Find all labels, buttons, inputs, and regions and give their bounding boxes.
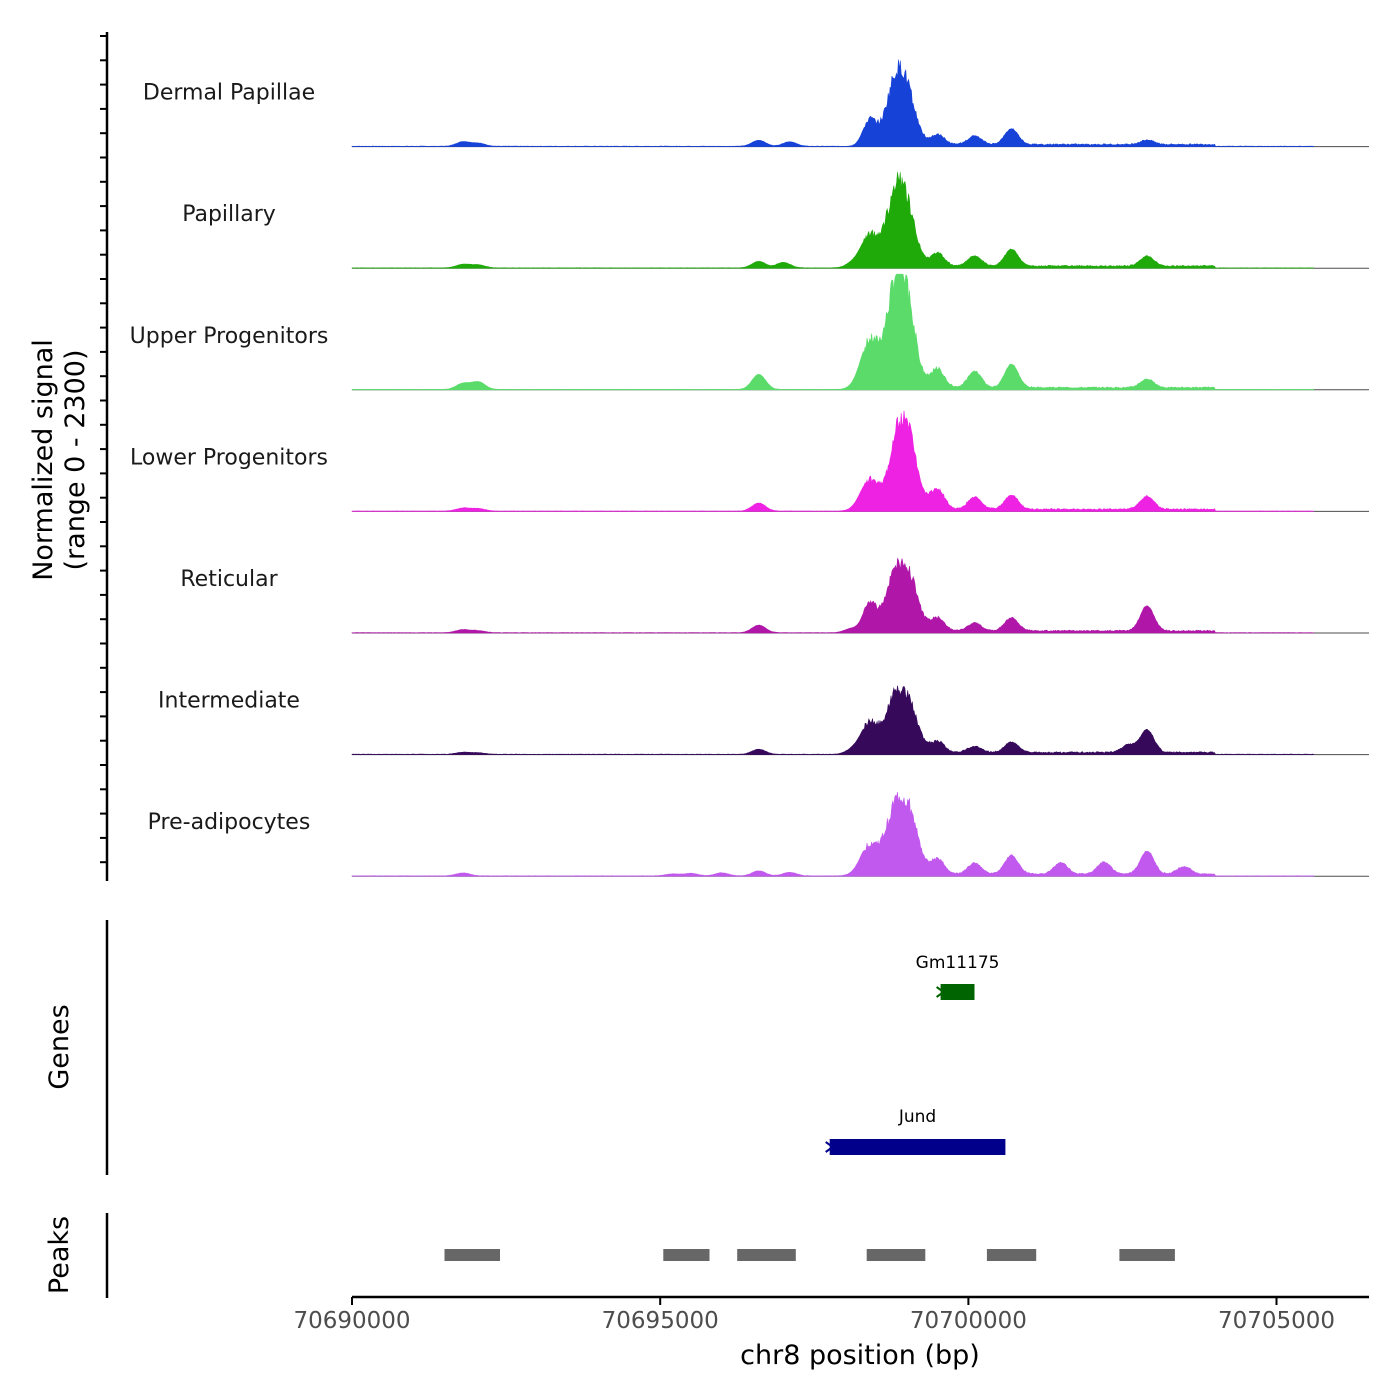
track-label: Reticular bbox=[180, 567, 278, 592]
track-reticular: Reticular bbox=[180, 557, 1369, 634]
peak-region bbox=[737, 1249, 796, 1261]
signal-area bbox=[351, 410, 1314, 512]
peak-region bbox=[1119, 1249, 1175, 1261]
track-lower-progenitors: Lower Progenitors bbox=[130, 410, 1369, 512]
x-tick-label: 70695000 bbox=[602, 1308, 719, 1334]
signal-area bbox=[351, 557, 1314, 634]
gene-annotations: Gm11175 Jund bbox=[825, 953, 1006, 1155]
x-tick-label: 70705000 bbox=[1218, 1308, 1335, 1334]
gene-label: Jund bbox=[898, 1107, 936, 1127]
gene-gm11175: Gm11175 bbox=[916, 953, 1000, 1000]
track-label: Pre-adipocytes bbox=[148, 810, 311, 835]
y-axis-title-line2: (range 0 - 2300) bbox=[60, 350, 91, 571]
track-upper-progenitors: Upper Progenitors bbox=[130, 273, 1369, 391]
track-label: Dermal Papillae bbox=[143, 81, 315, 106]
strand-arrow-icon bbox=[825, 1141, 835, 1153]
x-tick-label: 70700000 bbox=[910, 1308, 1027, 1334]
strand-arrow-icon bbox=[936, 986, 946, 998]
signal-area bbox=[351, 792, 1314, 877]
y-axis-title-line1: Normalized signal bbox=[28, 339, 59, 581]
track-label: Intermediate bbox=[158, 689, 300, 714]
signal-area bbox=[351, 273, 1314, 391]
x-axis-ticks: 70690000 70695000 70700000 70705000 bbox=[293, 1297, 1335, 1334]
track-intermediate: Intermediate bbox=[158, 685, 1369, 756]
signal-area bbox=[351, 59, 1314, 147]
gene-body bbox=[940, 984, 975, 1000]
track-pre-adipocytes: Pre-adipocytes bbox=[148, 792, 1369, 877]
gene-label: Gm11175 bbox=[916, 953, 1000, 973]
peak-region bbox=[986, 1249, 1037, 1261]
peak-regions bbox=[444, 1249, 1175, 1261]
signal-area bbox=[351, 172, 1314, 269]
track-papillary: Papillary bbox=[182, 172, 1369, 269]
signal-y-axis-ticks bbox=[100, 35, 107, 864]
signal-area bbox=[351, 685, 1314, 755]
x-tick-label: 70690000 bbox=[293, 1308, 410, 1334]
gene-body bbox=[829, 1139, 1006, 1155]
peak-region bbox=[444, 1249, 500, 1261]
track-label: Lower Progenitors bbox=[130, 445, 328, 470]
genes-track-label: Genes bbox=[44, 1004, 75, 1089]
track-label: Papillary bbox=[182, 202, 276, 227]
peaks-track-label: Peaks bbox=[44, 1216, 75, 1294]
peak-region bbox=[663, 1249, 710, 1261]
signal-tracks: Dermal Papillae Papillary Upper Progenitor… bbox=[130, 59, 1369, 877]
gene-jund: Jund bbox=[825, 1107, 1006, 1155]
x-axis-title: chr8 position (bp) bbox=[740, 1340, 980, 1371]
track-label: Upper Progenitors bbox=[130, 324, 329, 349]
peak-region bbox=[866, 1249, 926, 1261]
track-dermal-papillae: Dermal Papillae bbox=[143, 59, 1369, 148]
